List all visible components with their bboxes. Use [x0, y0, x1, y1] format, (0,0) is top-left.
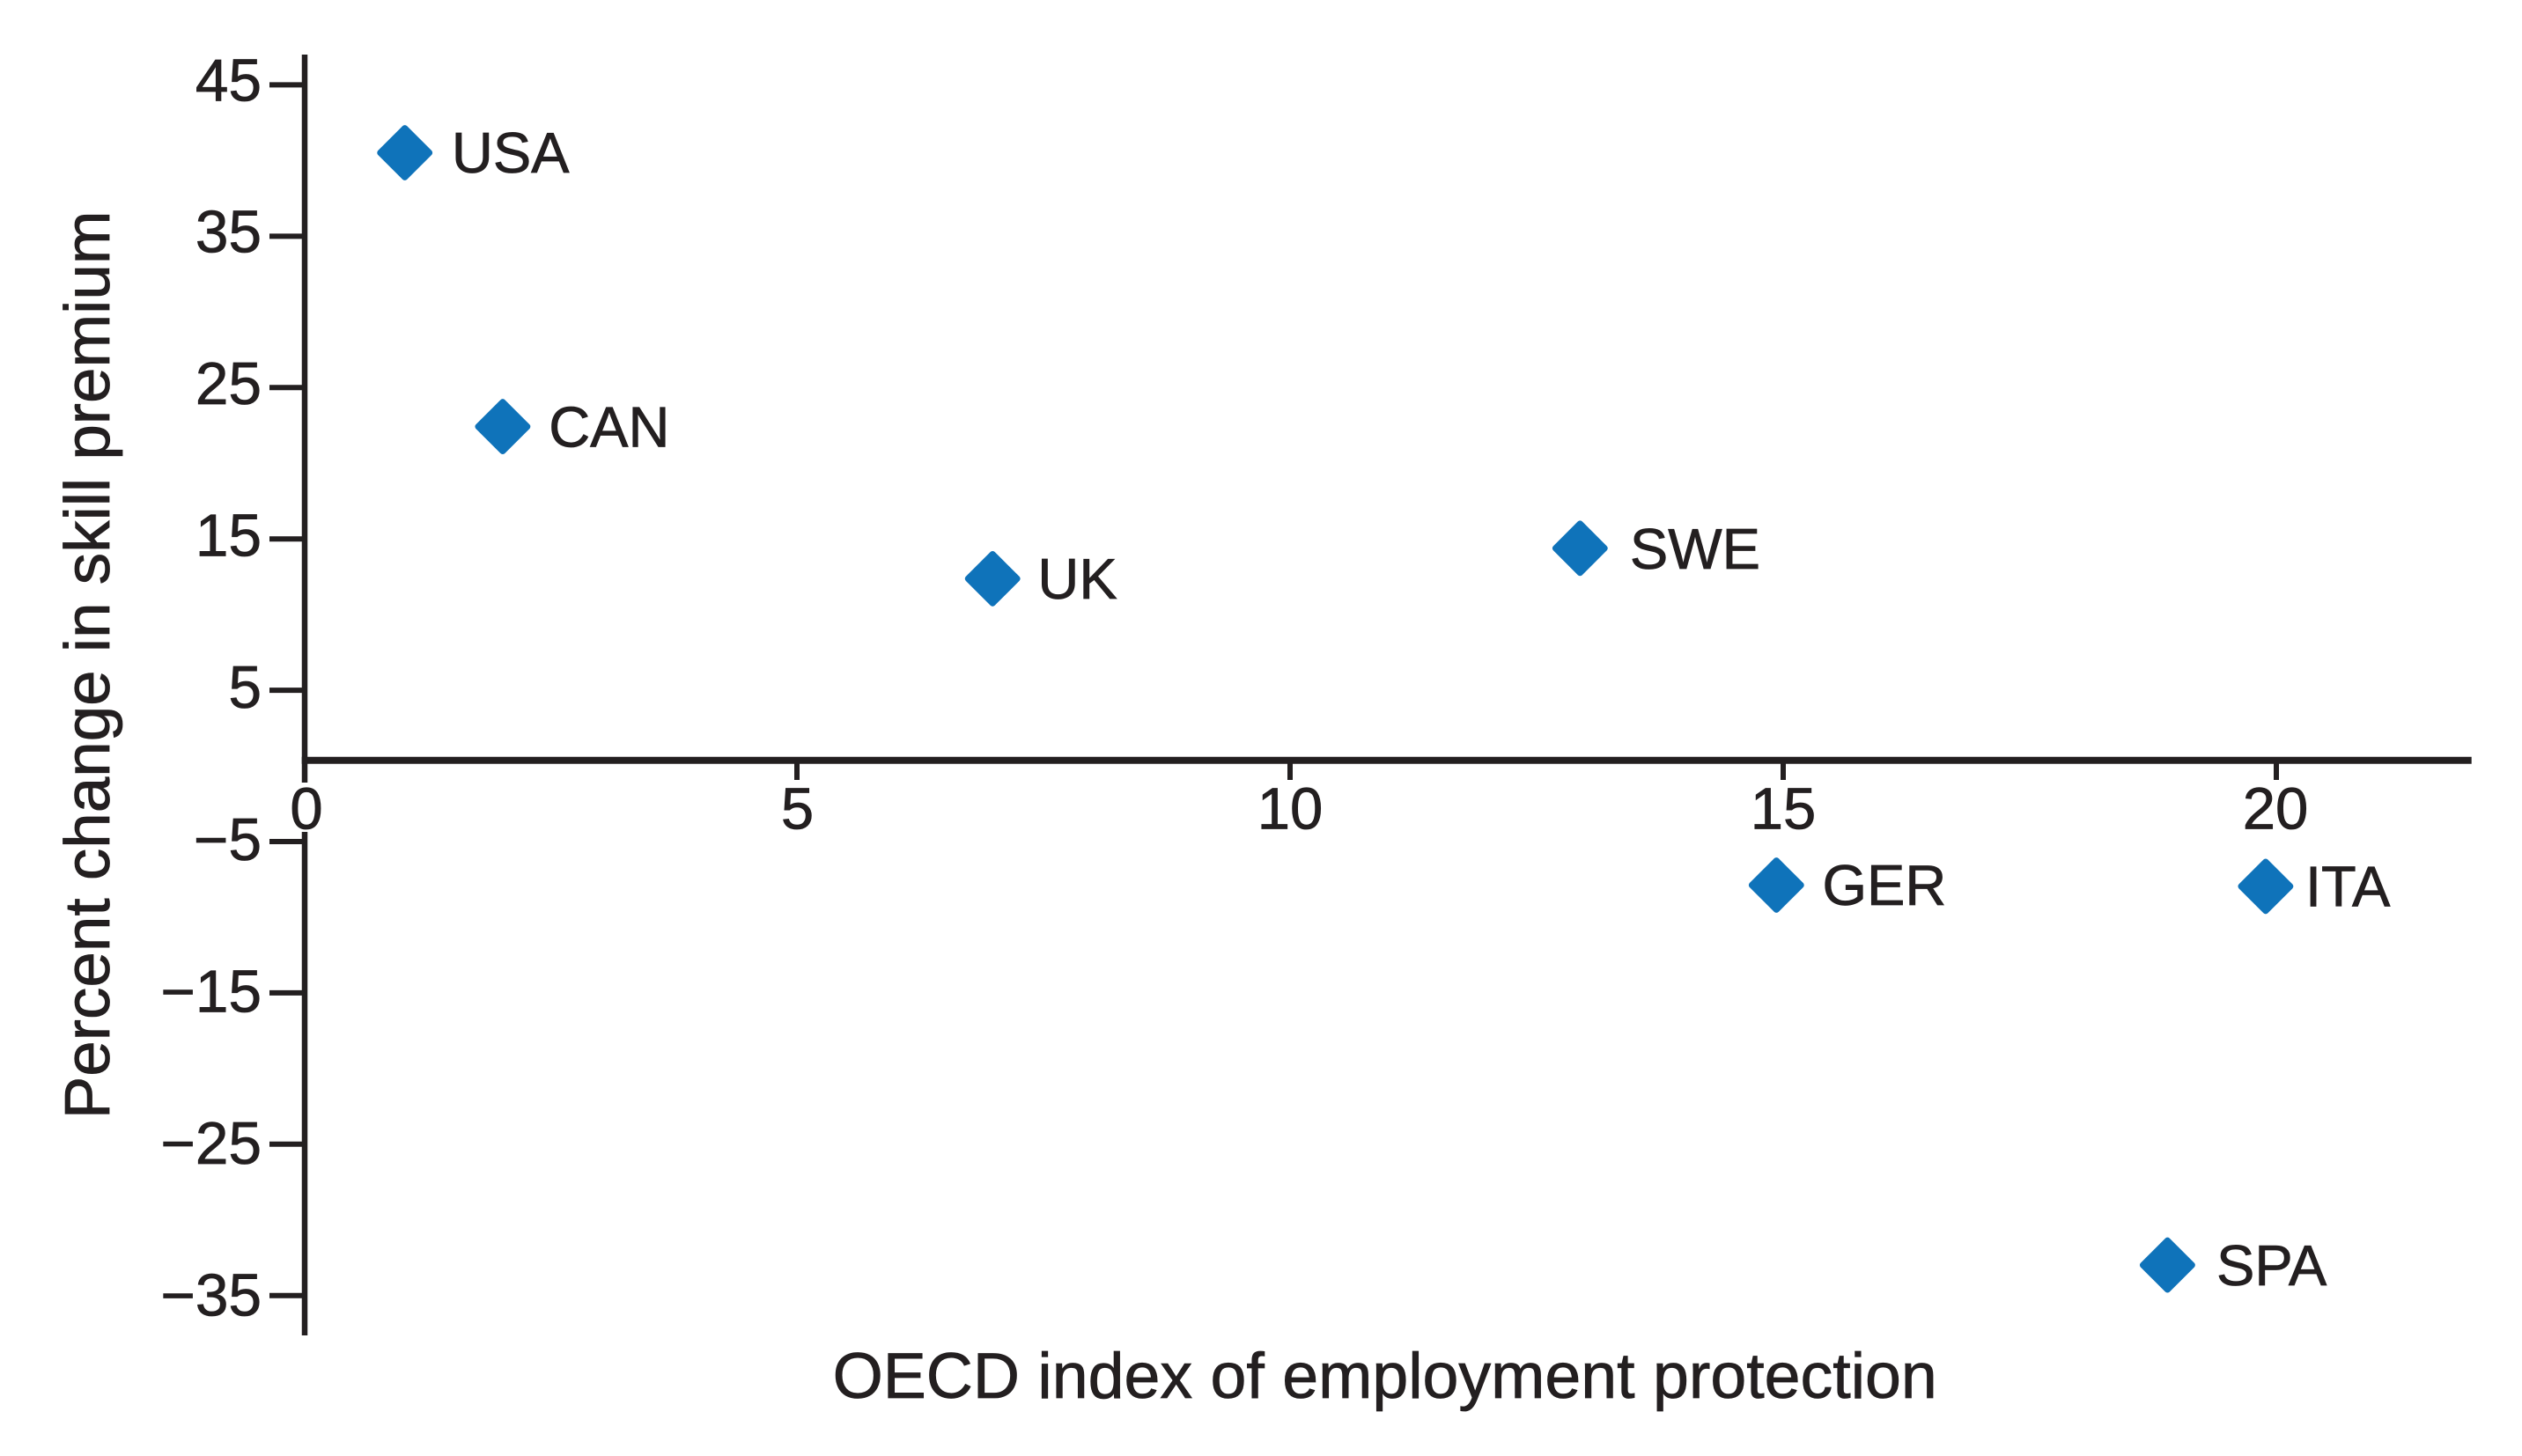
svg-text:GER: GER: [1823, 853, 1947, 917]
svg-text:Percent change in skill premiu: Percent change in skill premium: [52, 211, 123, 1120]
svg-text:ITA: ITA: [2305, 855, 2391, 919]
svg-text:UK: UK: [1037, 547, 1117, 611]
svg-text:15: 15: [1751, 776, 1817, 842]
svg-text:USA: USA: [452, 121, 570, 185]
svg-text:15: 15: [195, 504, 262, 570]
svg-text:−5: −5: [194, 807, 262, 873]
svg-text:0: 0: [290, 776, 322, 842]
svg-text:−15: −15: [161, 959, 262, 1025]
svg-text:10: 10: [1257, 776, 1324, 842]
svg-text:35: 35: [195, 200, 262, 266]
svg-text:SPA: SPA: [2216, 1233, 2327, 1298]
svg-text:OECD index of employment prote: OECD index of employment protection: [833, 1339, 1937, 1412]
svg-text:−25: −25: [161, 1111, 262, 1177]
svg-text:5: 5: [228, 655, 262, 721]
svg-text:−35: −35: [161, 1263, 262, 1329]
svg-text:20: 20: [2243, 776, 2309, 842]
svg-text:5: 5: [781, 776, 814, 842]
svg-text:CAN: CAN: [549, 394, 669, 459]
svg-text:45: 45: [195, 48, 262, 114]
svg-text:SWE: SWE: [1630, 517, 1760, 581]
svg-text:25: 25: [195, 351, 262, 417]
